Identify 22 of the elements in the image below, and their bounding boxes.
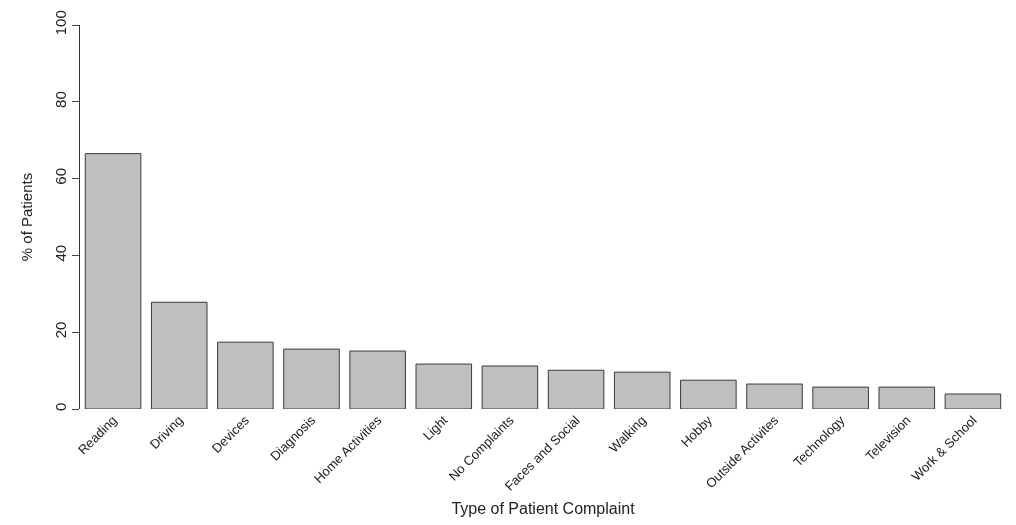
bar: [547, 369, 605, 409]
y-tick-label: 80: [52, 91, 69, 108]
bar: [217, 341, 274, 409]
bar: [944, 393, 1002, 409]
bar: [481, 365, 539, 409]
bar: [680, 379, 737, 409]
x-axis-title: Type of Patient Complaint: [451, 500, 636, 518]
y-tick-label: 20: [52, 321, 69, 339]
bar: [415, 363, 473, 409]
bar: [613, 371, 671, 409]
bar: [283, 348, 340, 409]
y-tick-label: 100: [52, 10, 69, 36]
bar: [878, 386, 936, 409]
y-tick-label: 0: [52, 402, 69, 411]
y-axis-title: % of Patients: [18, 172, 36, 262]
y-tick-label: 40: [52, 244, 69, 262]
bar: [349, 350, 406, 409]
bar: [746, 383, 803, 409]
bar: [84, 153, 142, 409]
bar: [812, 386, 869, 409]
bar: [150, 301, 208, 409]
y-tick-label: 60: [52, 168, 69, 185]
